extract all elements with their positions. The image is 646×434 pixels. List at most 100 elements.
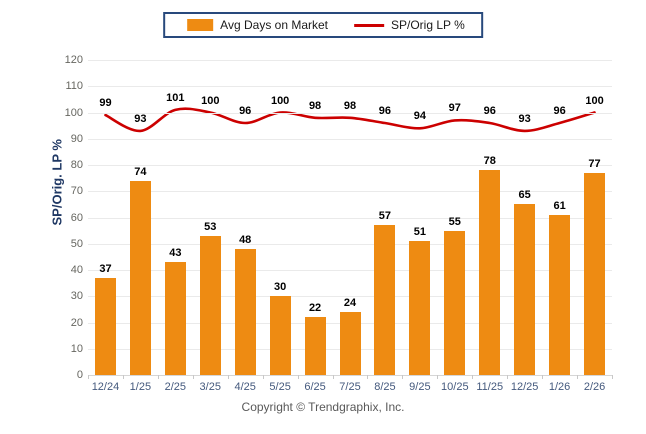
gridline [88, 112, 612, 114]
x-tick-label-9/25: 9/25 [409, 381, 431, 393]
legend-item-line[interactable]: SP/Orig LP % [354, 18, 465, 32]
line-series-swatch-icon [354, 23, 385, 27]
y-tick-label: 20 [70, 316, 83, 329]
bar-series-swatch-icon [187, 19, 214, 31]
line-value-label: 93 [134, 112, 147, 125]
bar-4/25[interactable] [234, 249, 256, 375]
legend-line-label: SP/Orig LP % [391, 18, 465, 32]
bar-value-label: 61 [553, 199, 566, 212]
bar-value-label: 74 [134, 165, 147, 178]
line-value-label: 96 [553, 105, 566, 117]
gridline [88, 165, 612, 166]
bar-value-label: 51 [413, 226, 426, 239]
legend: Avg Days on Market SP/Orig LP % [163, 12, 483, 38]
bar-6/25[interactable] [304, 317, 326, 375]
x-tick-label-7/25: 7/25 [339, 381, 361, 393]
gridline [88, 270, 612, 271]
x-axis-tick [612, 375, 613, 379]
gridline [88, 86, 612, 88]
bar-9/25[interactable] [409, 241, 431, 375]
x-tick-label-8/25: 8/25 [374, 381, 396, 393]
line-value-label: 99 [99, 97, 112, 110]
bar-2/26[interactable] [584, 172, 606, 375]
x-axis-tick [367, 375, 369, 379]
bar-value-label: 48 [239, 234, 252, 246]
gridline [88, 191, 612, 193]
line-path [104, 107, 596, 133]
x-tick-label-5/25: 5/25 [269, 381, 291, 393]
bar-3/25[interactable] [199, 235, 221, 375]
legend-bar-label: Avg Days on Market [220, 18, 329, 32]
line-value-label: 100 [201, 94, 220, 107]
line-value-label: 101 [166, 91, 185, 104]
line-value-label: 98 [343, 99, 357, 112]
bar-value-label: 30 [274, 281, 287, 294]
bar-value-label: 65 [518, 189, 531, 202]
y-tick-label: 80 [70, 159, 83, 171]
x-axis-tick [122, 375, 124, 379]
bar-10/25[interactable] [444, 230, 466, 375]
x-axis-tick [297, 375, 299, 379]
x-axis-tick [472, 375, 474, 379]
bar-value-label: 78 [483, 155, 496, 168]
bar-value-label: 55 [448, 215, 461, 228]
copyright-text: Copyright © Trendgraphix, Inc. [241, 400, 405, 414]
y-tick-label: 110 [65, 80, 83, 93]
bar-5/25[interactable] [269, 296, 291, 375]
bar-8/25[interactable] [374, 225, 396, 375]
x-tick-label-2/25: 2/25 [164, 381, 187, 393]
plot-area [88, 60, 613, 379]
x-tick-label-12/25: 12/25 [510, 381, 539, 393]
x-axis-tick [402, 375, 404, 379]
x-axis-tick [437, 375, 439, 379]
y-tick-label: 70 [70, 185, 83, 198]
gridline [88, 296, 612, 298]
bar-value-label: 53 [204, 220, 217, 233]
line-value-label: 98 [308, 99, 322, 112]
line-value-label: 93 [518, 112, 531, 125]
line-value-label: 96 [483, 105, 496, 117]
x-axis-tick [507, 375, 509, 379]
line-value-label: 100 [270, 94, 290, 107]
x-tick-label-3/25: 3/25 [199, 381, 221, 393]
bar-value-label: 37 [99, 262, 112, 275]
bar-1/26[interactable] [549, 214, 571, 375]
x-axis-tick [332, 375, 334, 379]
x-tick-label-11/25: 11/25 [476, 381, 504, 393]
bar-value-label: 24 [343, 297, 357, 309]
bar-value-label: 43 [169, 247, 182, 260]
y-tick-label: 60 [70, 211, 83, 224]
line-series [104, 107, 596, 133]
gridline [88, 243, 612, 245]
x-tick-label-12/24: 12/24 [91, 381, 120, 393]
bar-2/25[interactable] [164, 262, 186, 375]
x-tick-label-6/25: 6/25 [304, 381, 326, 393]
line-value-label: 97 [448, 102, 461, 115]
gridline [88, 217, 612, 219]
x-axis-tick [542, 375, 544, 379]
bar-7/25[interactable] [339, 312, 361, 375]
bar-11/25[interactable] [479, 170, 501, 375]
y-tick-label: 50 [70, 237, 83, 250]
y-tick-label: 100 [64, 106, 83, 119]
x-tick-label-1/26: 1/26 [548, 381, 571, 393]
bar-value-label: 77 [588, 157, 601, 170]
y-tick-label: 40 [70, 264, 83, 276]
line-value-label: 100 [585, 94, 604, 107]
y-tick-label: 0 [76, 369, 83, 381]
bar-12/25[interactable] [514, 204, 536, 375]
legend-item-bar[interactable]: Avg Days on Market [187, 18, 328, 32]
bar-1/25[interactable] [129, 180, 151, 375]
bar-12/24[interactable] [94, 277, 116, 375]
y-tick-label: 120 [64, 54, 83, 66]
x-axis-tick [577, 375, 579, 379]
line-value-label: 94 [413, 110, 426, 123]
line-value-label: 96 [378, 105, 392, 117]
x-tick-label-2/26: 2/26 [583, 381, 606, 393]
y-tick-label: 30 [70, 290, 83, 303]
y-axis-title: SP/Orig. LP % [49, 139, 65, 226]
gridline [88, 138, 612, 140]
gridline [88, 60, 612, 61]
x-axis-tick [227, 375, 229, 379]
x-tick-label-1/25: 1/25 [129, 381, 152, 393]
